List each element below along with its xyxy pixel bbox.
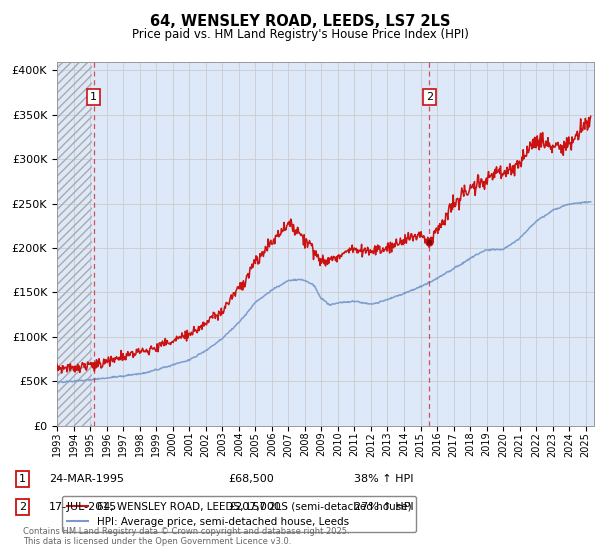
Text: Price paid vs. HM Land Registry's House Price Index (HPI): Price paid vs. HM Land Registry's House … <box>131 28 469 41</box>
Text: 2: 2 <box>426 92 433 102</box>
Text: 24-MAR-1995: 24-MAR-1995 <box>49 474 124 484</box>
Legend: 64, WENSLEY ROAD, LEEDS, LS7 2LS (semi-detached house), HPI: Average price, semi: 64, WENSLEY ROAD, LEEDS, LS7 2LS (semi-d… <box>62 496 416 532</box>
Bar <box>57 62 92 426</box>
Text: 38% ↑ HPI: 38% ↑ HPI <box>354 474 413 484</box>
Text: 1: 1 <box>19 474 26 484</box>
Text: Contains HM Land Registry data © Crown copyright and database right 2025.
This d: Contains HM Land Registry data © Crown c… <box>23 526 349 546</box>
Text: £207,000: £207,000 <box>228 502 281 512</box>
Text: 64, WENSLEY ROAD, LEEDS, LS7 2LS: 64, WENSLEY ROAD, LEEDS, LS7 2LS <box>150 14 450 29</box>
Text: 27% ↑ HPI: 27% ↑ HPI <box>354 502 413 512</box>
Text: £68,500: £68,500 <box>228 474 274 484</box>
Text: 1: 1 <box>90 92 97 102</box>
Text: 2: 2 <box>19 502 26 512</box>
Bar <box>57 62 92 426</box>
Text: 17-JUL-2015: 17-JUL-2015 <box>49 502 118 512</box>
